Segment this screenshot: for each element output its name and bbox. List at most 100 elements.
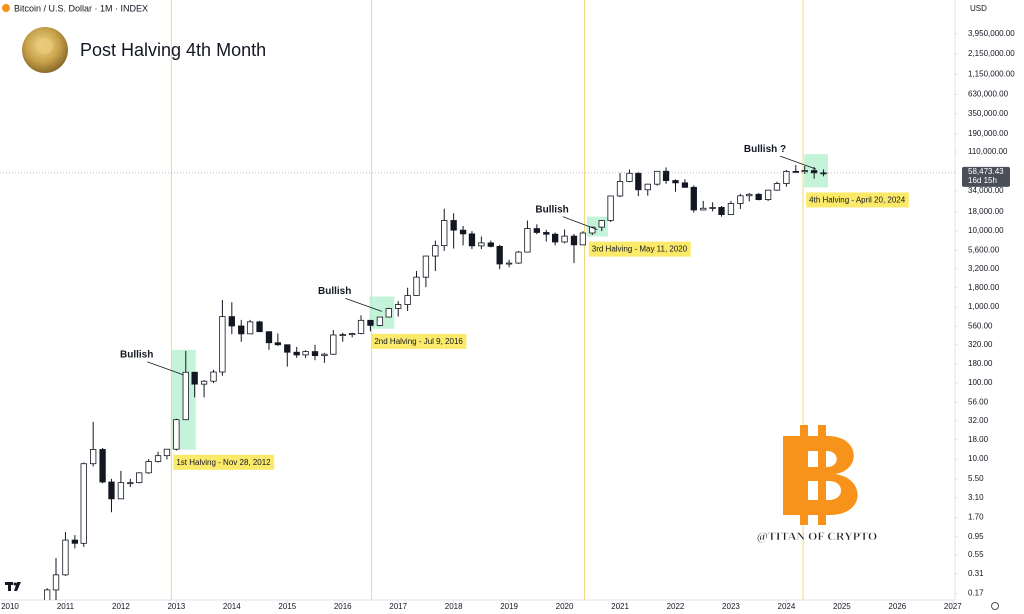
candle-body [635,172,642,191]
halving-label: 1st Halving - Nov 28, 2012 [176,458,271,467]
y-tick-label: 110,000.00 [968,147,1008,156]
candle-body [700,207,707,211]
note-arrow [780,155,817,170]
candle-body [90,449,97,465]
halving-label: 3rd Halving - May 11, 2020 [592,245,688,254]
candle-body [43,589,51,600]
candle-body [441,220,448,247]
candle-body [607,195,614,221]
candle-body [404,295,411,305]
y-tick-label: 3,950,000.00 [968,29,1015,38]
halving-label-bg [371,333,467,349]
y-tick-label: 18,000.00 [968,207,1004,216]
candle-body [385,308,392,318]
candle-body [810,170,818,174]
candle-body [357,319,365,334]
candle-body [718,207,725,216]
candle-body [690,186,697,211]
candle-body [246,321,254,335]
candle-body [413,276,420,296]
candle-body [238,325,245,335]
candle-body [191,371,198,385]
candle-body [330,334,337,355]
candle-body [626,172,633,182]
y-tick-label: 560.00 [968,321,993,330]
y-tick-label: 5,600.00 [968,245,1000,254]
candle-body [820,172,827,175]
symbol-icon [2,4,10,12]
x-tick-label: 2017 [389,602,407,611]
candle-body [755,193,762,200]
candle-body [293,351,300,356]
candle-body [672,180,679,184]
bullish-note: Bullish [120,349,153,360]
y-tick-label: 2,150,000.00 [968,49,1015,58]
candle-body [524,228,531,253]
y-tick-label: 32.00 [968,416,989,425]
y-tick-label: 320.00 [968,340,993,349]
candle-body [764,189,772,200]
y-tick-label: 1,000.00 [968,302,1000,311]
y-tick-label: 18.00 [968,435,989,444]
candle-body [274,342,281,346]
x-tick-label: 2022 [667,602,685,611]
bitcoin-logo [783,425,858,525]
candle-body [543,232,550,235]
candle-body [210,371,217,382]
y-tick-label: 1.70 [968,513,984,522]
candle-body [746,193,753,197]
x-tick-label: 2027 [944,602,962,611]
candle-body [154,455,162,462]
y-tick-label: 630,000.00 [968,89,1009,98]
candle-body [99,449,106,483]
candle-body [256,321,263,333]
candle-body [80,463,87,544]
x-tick-label: 2018 [445,602,463,611]
x-tick-label: 2010 [1,602,19,611]
x-tick-label: 2013 [167,602,185,611]
candle-body [117,482,125,500]
y-tick-label: 0.55 [968,550,984,559]
x-tick-label: 2019 [500,602,518,611]
bullish-note: Bullish [318,286,351,297]
y-tick-label: 3,200.00 [968,264,1000,273]
note-arrow [562,216,598,231]
countdown: 16d 15h [968,176,997,185]
candle-body [228,316,235,327]
y-tick-label: 0.95 [968,532,984,541]
candle-body [644,183,651,191]
halving-label-bg [173,454,275,470]
x-tick-label: 2014 [223,602,241,611]
y-tick-label: 0.31 [968,569,984,578]
candle-body [496,245,503,265]
y-tick-label: 3.10 [968,493,984,502]
candle-body [422,255,430,278]
candle-body [561,235,568,243]
x-tick-label: 2023 [722,602,740,611]
x-tick-label: 2016 [334,602,352,611]
avatar-face [37,38,53,54]
candle-body [478,242,485,247]
candle-body [367,319,374,326]
candle-body [432,245,439,257]
candle-body [71,539,79,544]
candle-body [163,448,171,457]
candle-body [302,351,309,356]
y-tick-label: 1,800.00 [968,283,1000,292]
halving-label-bg [588,241,691,257]
candle-body [376,316,384,326]
candle-body [321,353,328,357]
y-tick-label: 34,000.00 [968,186,1004,195]
note-arrow [147,361,184,376]
y-tick-label: 0.17 [968,589,984,598]
settings-icon[interactable] [991,602,999,610]
candle-body [487,242,494,247]
candle-body [737,195,744,204]
candle-body [108,481,115,500]
candle-body [265,331,273,344]
candle-body [533,228,540,233]
candle-body [551,233,559,243]
price-axis-panel [955,0,1024,614]
x-tick-label: 2015 [278,602,296,611]
